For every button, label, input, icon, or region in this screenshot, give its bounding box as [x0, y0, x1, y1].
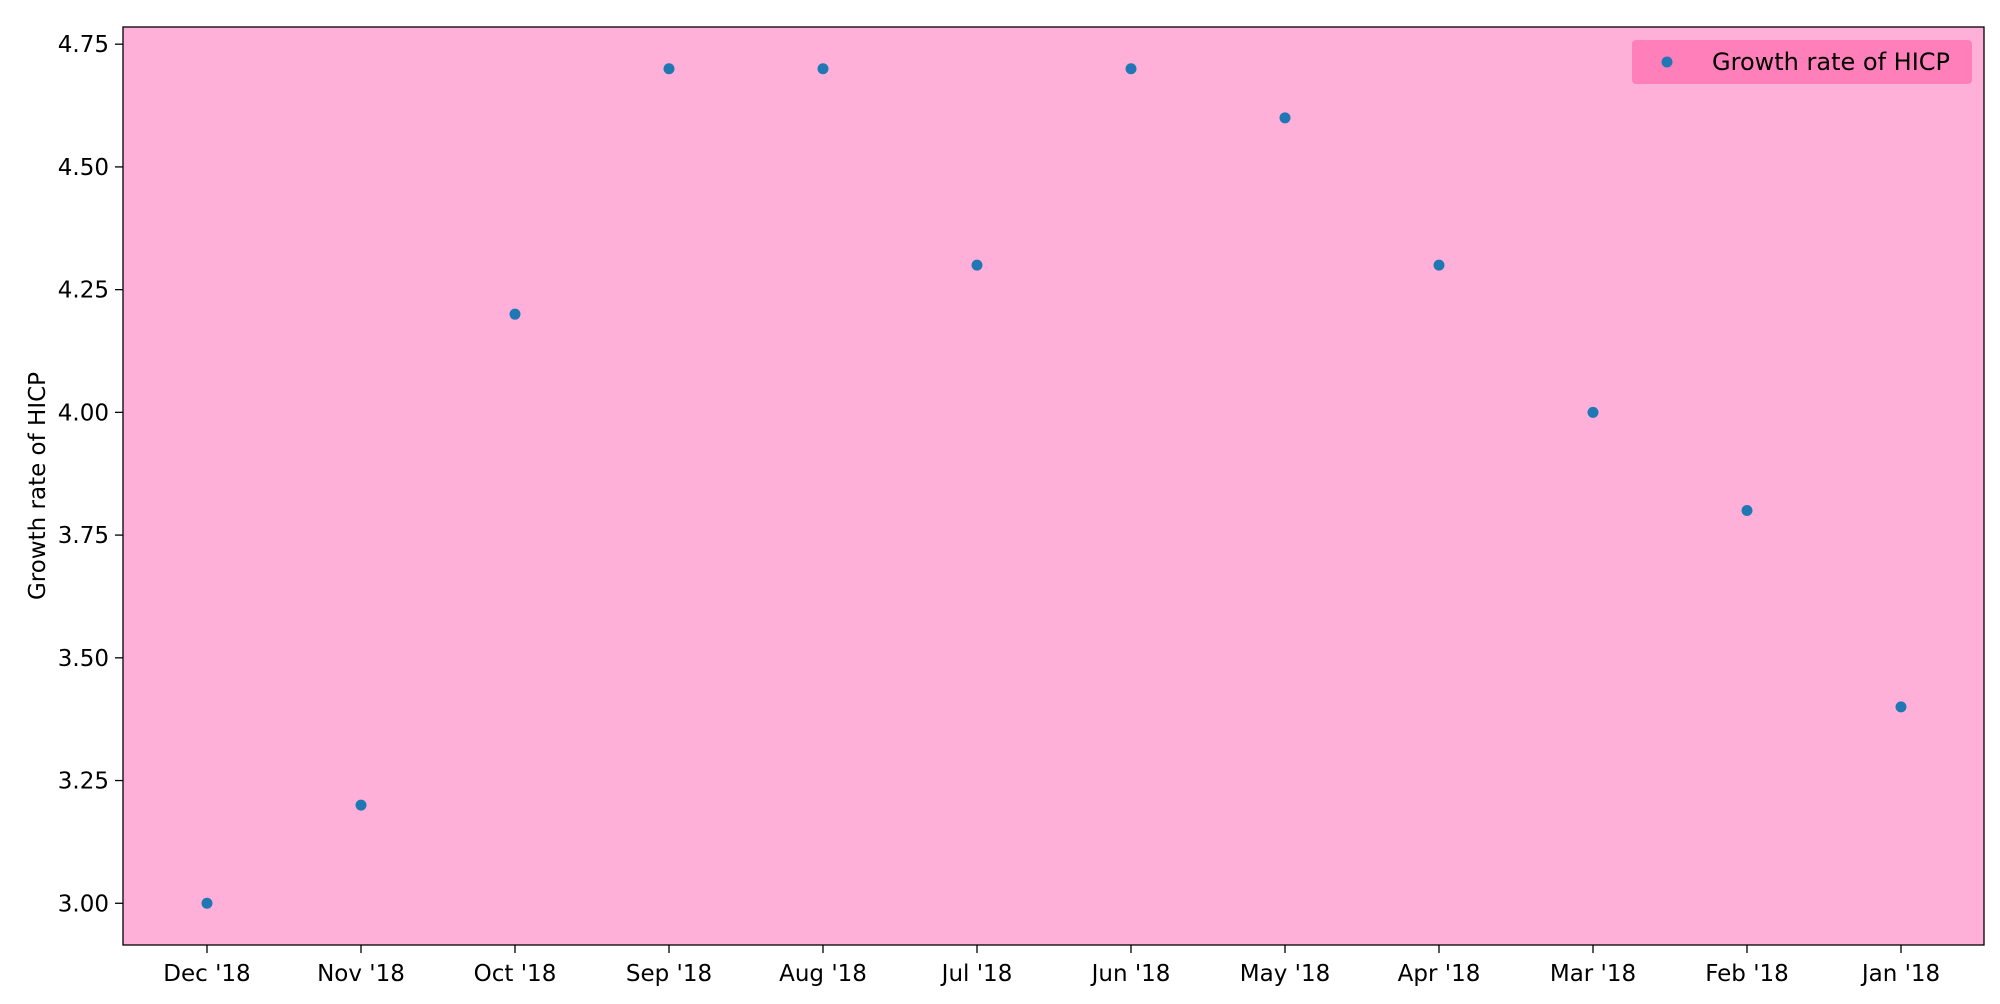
data-point [971, 259, 983, 271]
data-point [1125, 63, 1137, 75]
legend-label: Growth rate of HICP [1712, 48, 1950, 76]
legend: Growth rate of HICP [1632, 40, 1972, 84]
legend-box [1632, 40, 1972, 84]
y-tick-label: 4.50 [58, 155, 109, 181]
data-point [663, 63, 675, 75]
y-tick-label: 3.50 [58, 646, 109, 672]
data-point [509, 308, 521, 320]
chart-marks: 3.00 3.25 3.50 3.75 4.00 4.25 4.50 4.75 Dec '18 N… [58, 32, 1940, 987]
y-tick-label: 3.00 [58, 891, 109, 917]
data-point [817, 63, 829, 75]
x-tick-label: Aug '18 [779, 961, 867, 987]
x-tick-label: Mar '18 [1550, 961, 1636, 987]
x-tick-label: Dec '18 [163, 961, 250, 987]
y-tick-label: 4.00 [58, 400, 109, 426]
x-tick-label: Apr '18 [1398, 961, 1481, 987]
y-tick-label: 3.25 [58, 769, 109, 795]
y-tick-label: 3.75 [58, 523, 109, 549]
plot-area [123, 27, 1984, 945]
legend-marker [1661, 56, 1673, 68]
data-point [1741, 505, 1753, 517]
data-point [201, 897, 213, 909]
y-tick-label: 4.75 [58, 32, 109, 58]
y-axis-label: Growth rate of HICP [25, 372, 51, 600]
x-tick-label: Nov '18 [317, 961, 405, 987]
x-tick-label: Jan '18 [1860, 961, 1940, 987]
x-tick-label: May '18 [1240, 961, 1330, 987]
x-tick-label: Sep '18 [626, 961, 712, 987]
data-point [1433, 259, 1445, 271]
x-tick-label: Jun '18 [1090, 961, 1171, 987]
data-point [1279, 112, 1291, 124]
x-tick-label: Jul '18 [940, 961, 1013, 987]
x-tick-label: Feb '18 [1705, 961, 1789, 987]
data-point [1587, 406, 1599, 418]
x-tick-label: Oct '18 [474, 961, 557, 987]
y-tick-label: 4.25 [58, 278, 109, 304]
plot-frame [122, 26, 1985, 946]
data-point [1895, 701, 1907, 713]
data-point [355, 799, 367, 811]
